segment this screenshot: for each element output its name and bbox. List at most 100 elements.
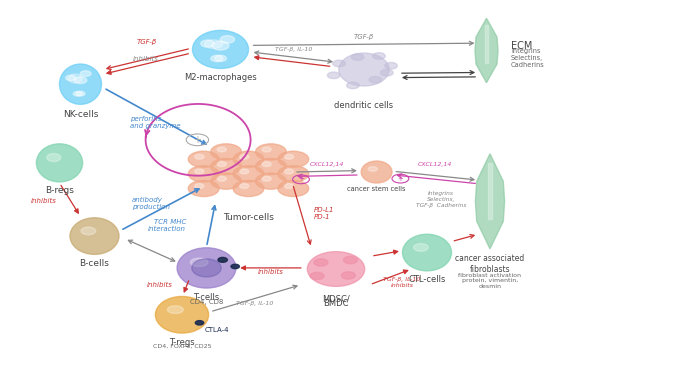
- Circle shape: [256, 144, 286, 160]
- Text: cancer stem cells: cancer stem cells: [347, 186, 406, 192]
- Circle shape: [220, 36, 234, 43]
- Ellipse shape: [155, 296, 209, 333]
- Ellipse shape: [193, 30, 248, 68]
- Text: PD-L1
PD-1: PD-L1 PD-1: [314, 206, 334, 220]
- Ellipse shape: [332, 60, 345, 67]
- Ellipse shape: [368, 167, 377, 171]
- Circle shape: [74, 92, 83, 96]
- Circle shape: [188, 166, 219, 182]
- Ellipse shape: [192, 259, 221, 277]
- Text: Tumor-cells: Tumor-cells: [223, 213, 274, 222]
- Ellipse shape: [36, 144, 83, 182]
- Ellipse shape: [314, 259, 328, 266]
- Ellipse shape: [346, 82, 359, 89]
- Circle shape: [211, 144, 241, 160]
- Ellipse shape: [60, 64, 102, 104]
- Circle shape: [217, 162, 226, 167]
- Circle shape: [66, 75, 76, 81]
- Ellipse shape: [372, 53, 385, 59]
- Text: M2-macrophages: M2-macrophages: [184, 73, 257, 82]
- Ellipse shape: [69, 74, 82, 83]
- Ellipse shape: [307, 252, 365, 286]
- Text: antibody
production: antibody production: [132, 197, 169, 210]
- Circle shape: [195, 184, 204, 188]
- Circle shape: [195, 169, 204, 174]
- Text: CD4, CD8: CD4, CD8: [190, 299, 223, 305]
- Ellipse shape: [70, 218, 119, 254]
- Text: CXCL12,14: CXCL12,14: [418, 162, 453, 167]
- Text: Integrins
Selectins,
TGF-β  Cadherins: Integrins Selectins, TGF-β Cadherins: [416, 191, 466, 208]
- Text: TCR MHC
interaction: TCR MHC interaction: [148, 219, 186, 232]
- Circle shape: [262, 162, 271, 167]
- Circle shape: [211, 158, 241, 175]
- Circle shape: [239, 154, 248, 159]
- Text: TGF-β: TGF-β: [137, 40, 157, 45]
- Circle shape: [215, 55, 227, 61]
- Circle shape: [284, 184, 293, 188]
- Text: dendritic cells: dendritic cells: [335, 101, 393, 110]
- Circle shape: [256, 158, 286, 175]
- Circle shape: [278, 151, 309, 167]
- Text: TGF-β, IL-10: TGF-β, IL-10: [275, 47, 313, 52]
- Circle shape: [211, 55, 223, 61]
- Circle shape: [218, 257, 228, 262]
- Text: TGF-β, IL-10
inhibits: TGF-β, IL-10 inhibits: [383, 277, 421, 288]
- Circle shape: [195, 154, 204, 159]
- Ellipse shape: [204, 40, 223, 48]
- Circle shape: [278, 180, 309, 197]
- Text: CTL-cells: CTL-cells: [408, 275, 446, 284]
- Text: inhibits: inhibits: [147, 282, 173, 288]
- Circle shape: [74, 77, 87, 83]
- Circle shape: [188, 151, 219, 167]
- Circle shape: [278, 166, 309, 182]
- Ellipse shape: [47, 154, 61, 161]
- Text: inhibits: inhibits: [32, 198, 57, 203]
- Text: +: +: [193, 135, 202, 145]
- Circle shape: [80, 71, 91, 76]
- Ellipse shape: [385, 63, 398, 69]
- Text: inhibits: inhibits: [258, 269, 283, 274]
- Text: inhibits: inhibits: [133, 56, 158, 61]
- Polygon shape: [488, 163, 492, 219]
- Ellipse shape: [339, 53, 389, 86]
- Ellipse shape: [402, 234, 452, 271]
- Circle shape: [256, 173, 286, 189]
- Ellipse shape: [361, 161, 392, 183]
- Polygon shape: [475, 154, 505, 249]
- Text: CD4, FOXP3, CD25: CD4, FOXP3, CD25: [153, 344, 211, 349]
- Circle shape: [284, 169, 293, 174]
- Polygon shape: [475, 18, 498, 83]
- Ellipse shape: [190, 258, 208, 266]
- Circle shape: [262, 176, 271, 181]
- Circle shape: [284, 154, 293, 159]
- Ellipse shape: [177, 248, 236, 288]
- Text: +: +: [398, 176, 403, 182]
- Circle shape: [231, 264, 239, 269]
- Text: NK-cells: NK-cells: [63, 110, 98, 119]
- Circle shape: [217, 176, 226, 181]
- Text: B-regs: B-regs: [45, 186, 74, 195]
- Ellipse shape: [344, 256, 358, 264]
- Text: TGF-β, IL-10: TGF-β, IL-10: [236, 301, 274, 306]
- Text: Integrins
Selectins,
Cadherins: Integrins Selectins, Cadherins: [511, 48, 545, 68]
- Ellipse shape: [81, 227, 96, 235]
- Ellipse shape: [328, 72, 340, 79]
- Circle shape: [201, 40, 214, 47]
- Text: T-cells: T-cells: [193, 293, 220, 302]
- Text: T-regs: T-regs: [169, 338, 195, 347]
- Text: BMDC: BMDC: [323, 299, 349, 309]
- Polygon shape: [485, 25, 488, 63]
- Ellipse shape: [369, 76, 382, 83]
- Circle shape: [195, 321, 204, 325]
- Circle shape: [211, 173, 241, 189]
- Ellipse shape: [381, 70, 393, 76]
- Circle shape: [188, 180, 219, 197]
- Circle shape: [212, 41, 229, 50]
- Ellipse shape: [310, 272, 324, 280]
- Text: TGF-β: TGF-β: [354, 34, 374, 40]
- Text: CXCL12,14: CXCL12,14: [309, 161, 344, 167]
- Circle shape: [233, 151, 264, 167]
- Circle shape: [262, 147, 271, 152]
- Text: +: +: [298, 176, 304, 182]
- Text: ECM: ECM: [511, 41, 533, 51]
